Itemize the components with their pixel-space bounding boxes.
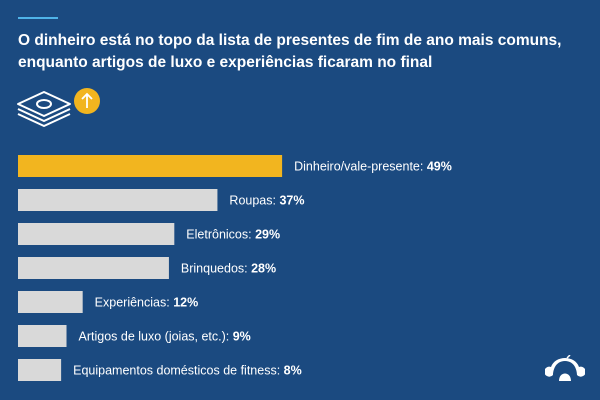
bar-label: Eletrônicos: 29% [186,228,280,242]
value-label: 9% [233,330,251,344]
bar [18,359,62,381]
bar [18,291,83,313]
bar-label: Roupas: 37% [229,194,304,208]
value-label: 37% [279,194,304,208]
bar-label: Experiências: 12% [95,296,199,310]
category-label: Equipamentos domésticos de fitness: [73,364,284,378]
surveymonkey-logo-icon [545,355,585,381]
category-label: Eletrônicos: [186,228,255,242]
value-label: 29% [255,228,280,242]
bar-label: Brinquedos: 28% [181,262,276,276]
bar [18,189,218,211]
arrow-up-icon [74,88,100,114]
bar [18,257,169,279]
category-label: Dinheiro/vale-presente: [294,160,427,174]
category-label: Brinquedos: [181,262,251,276]
bar [18,155,283,177]
accent-rule [18,17,58,19]
bar-label: Equipamentos domésticos de fitness: 8% [73,364,302,378]
value-label: 49% [427,160,452,174]
bar-label: Dinheiro/vale-presente: 49% [294,160,452,174]
chart-title: O dinheiro está no topo da lista de pres… [18,32,562,71]
value-label: 28% [251,262,276,276]
category-label: Artigos de luxo (joias, etc.): [79,330,233,344]
money-stack-icon [17,91,71,127]
bar-label: Artigos de luxo (joias, etc.): 9% [79,330,251,344]
value-label: 8% [284,364,302,378]
category-label: Experiências: [95,296,174,310]
value-label: 12% [173,296,198,310]
bar [18,325,67,347]
category-label: Roupas: [229,194,279,208]
bar [18,223,175,245]
